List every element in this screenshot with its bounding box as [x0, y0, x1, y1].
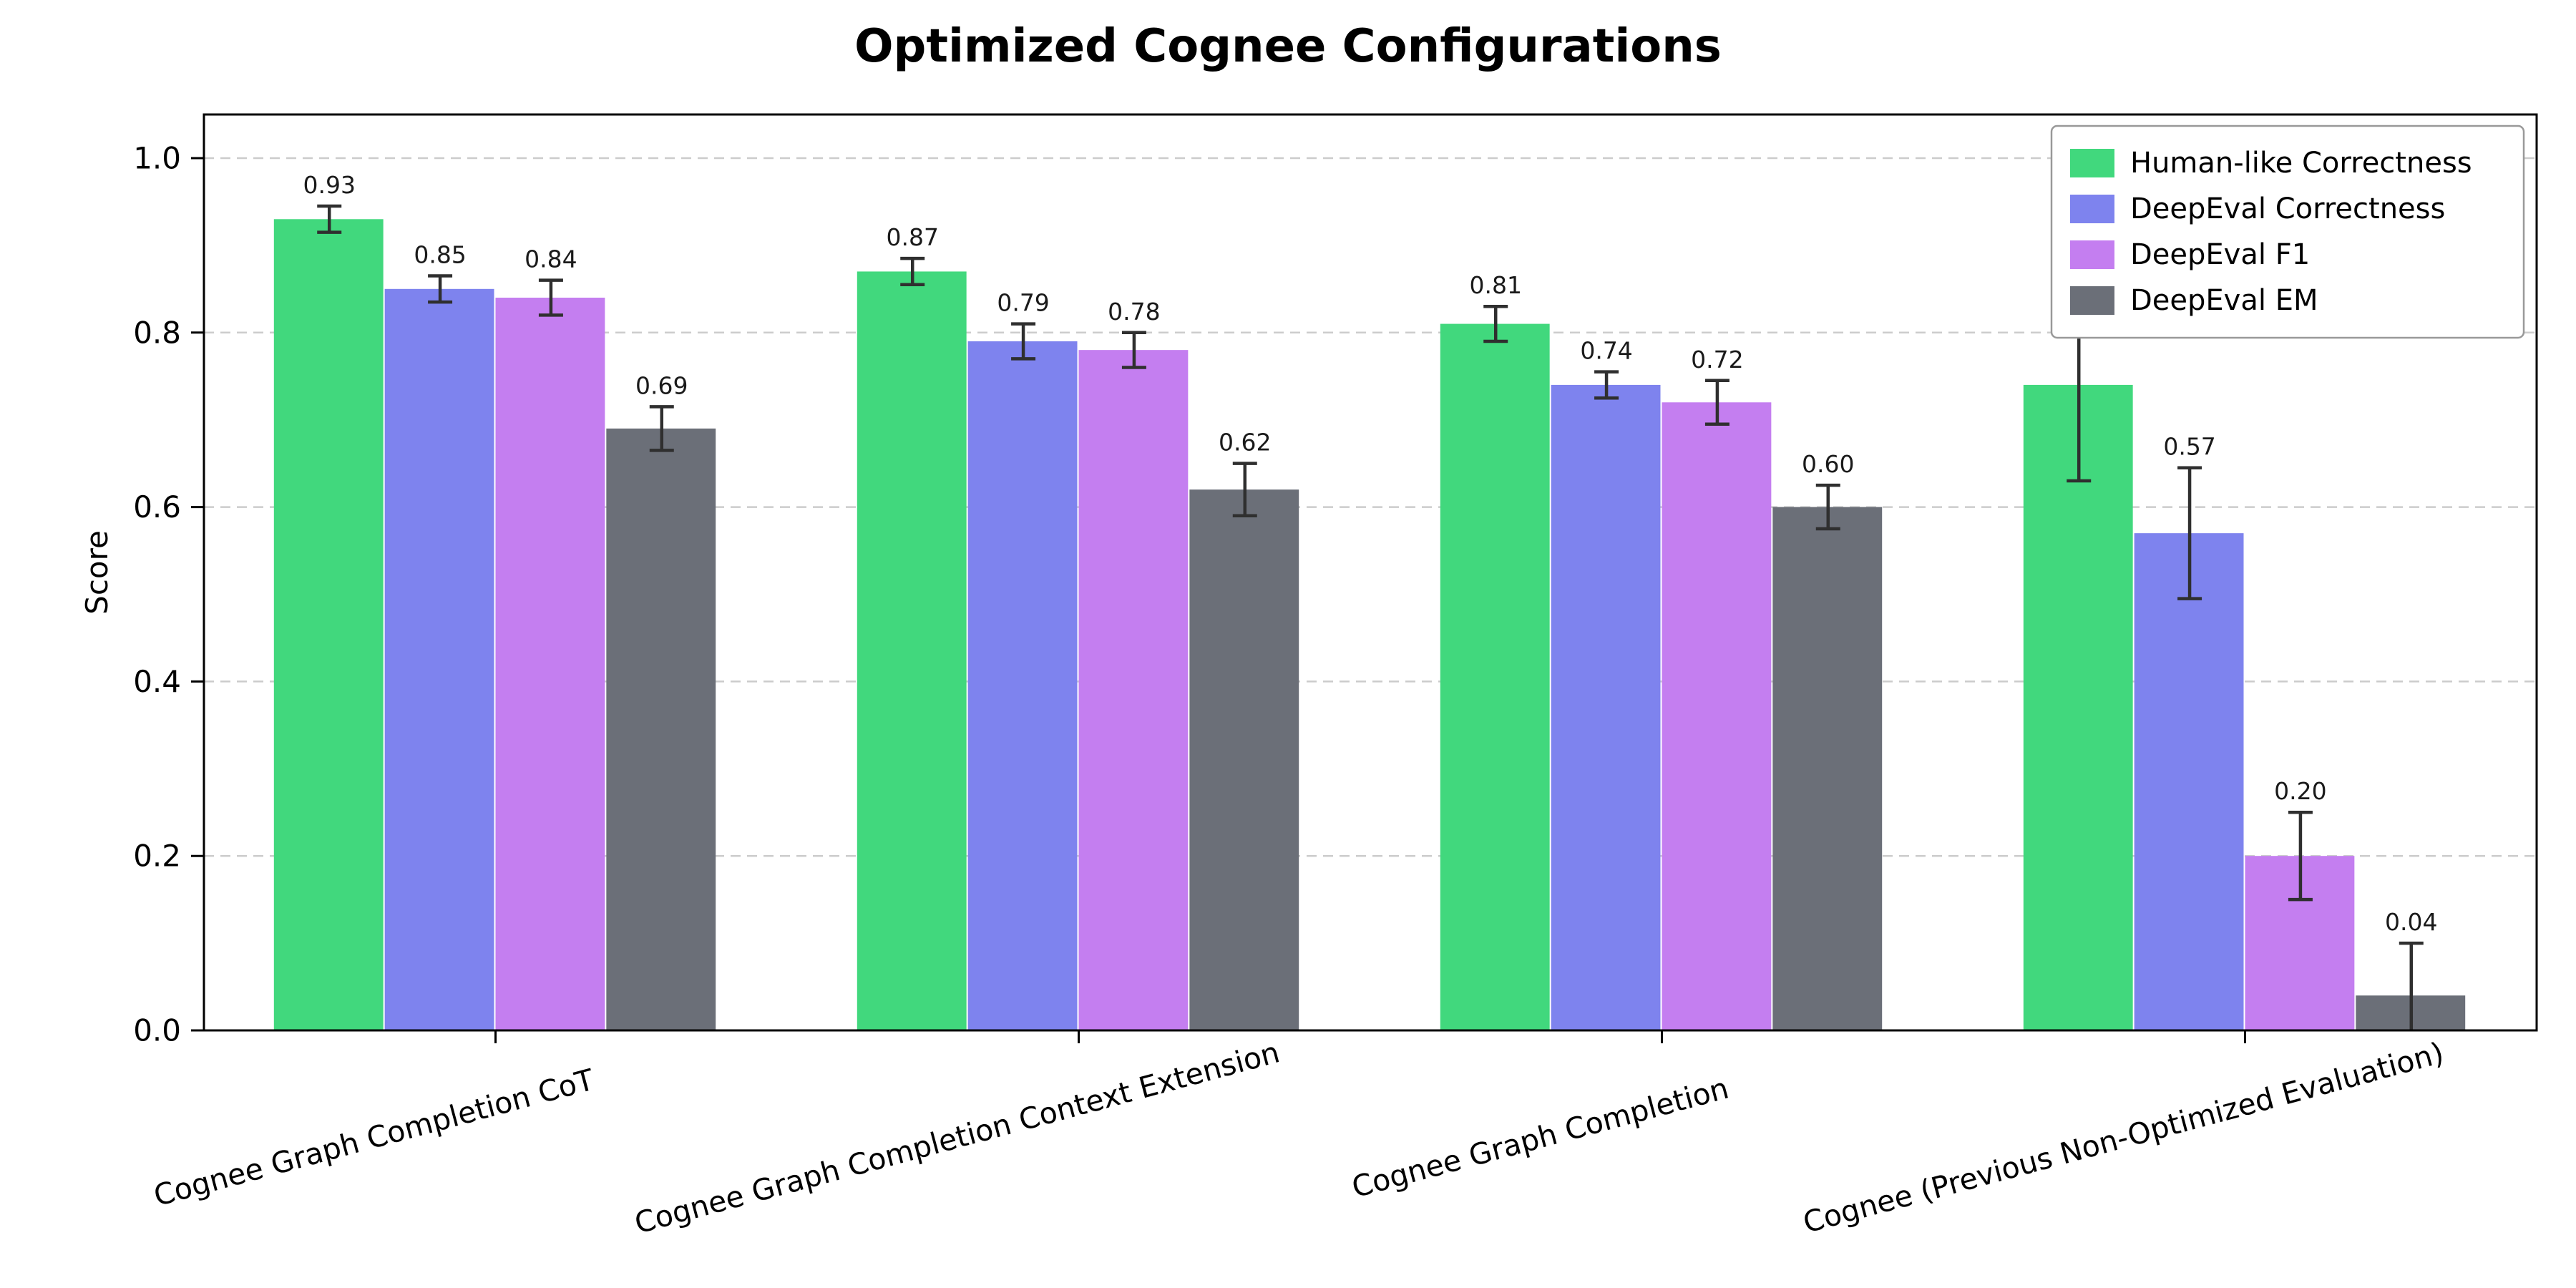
- x-tick-label: Cognee Graph Completion: [1348, 1071, 1732, 1205]
- y-axis: 0.0 0.2 0.4 0.6 0.8 1.0: [133, 140, 204, 1048]
- y-tick-label: 0.4: [133, 664, 181, 699]
- error-bars: [317, 204, 2424, 1030]
- y-tick-label: 0.0: [133, 1013, 181, 1048]
- value-label: 0.72: [1691, 346, 1743, 374]
- legend-label: DeepEval Correctness: [2130, 192, 2445, 225]
- legend-swatch: [2070, 240, 2114, 269]
- legend-swatch: [2070, 286, 2114, 315]
- value-label: 0.57: [2163, 433, 2215, 461]
- value-label: 0.69: [635, 371, 688, 399]
- value-label: 0.87: [886, 223, 938, 251]
- legend: Human-like Correctness DeepEval Correctne…: [2050, 125, 2525, 339]
- value-label: 0.81: [1469, 271, 1521, 299]
- y-tick-label: 0.8: [133, 315, 181, 350]
- y-tick-label: 0.2: [133, 839, 181, 874]
- chart-title: Optimized Cognee Configurations: [854, 20, 1722, 73]
- value-label: 0.60: [1802, 450, 1854, 478]
- value-label: 0.78: [1108, 298, 1160, 326]
- bar: [2023, 384, 2133, 1030]
- bar: [1551, 384, 1661, 1030]
- x-tick-label: Cognee (Previous Non-Optimized Evaluatio…: [1800, 1035, 2447, 1240]
- value-label: 0.79: [997, 289, 1049, 317]
- legend-swatch: [2070, 195, 2114, 223]
- bar: [2134, 533, 2244, 1030]
- bar: [1189, 489, 1299, 1030]
- bar: [606, 428, 716, 1030]
- bar: [967, 341, 1078, 1030]
- bar: [857, 271, 967, 1030]
- bar: [1440, 323, 1550, 1031]
- legend-box: [2050, 125, 2525, 339]
- legend-label: Human-like Correctness: [2130, 147, 2472, 180]
- legend-swatch: [2070, 149, 2114, 177]
- y-axis-label: Score: [79, 530, 114, 615]
- bar: [273, 219, 384, 1031]
- x-axis: Cognee Graph Completion CoT Cognee Graph …: [150, 1030, 2447, 1241]
- bar: [1662, 402, 1772, 1030]
- value-label: 0.93: [303, 171, 355, 199]
- legend-label: DeepEval EM: [2130, 284, 2318, 317]
- y-tick-label: 0.6: [133, 489, 181, 525]
- value-label: 0.62: [1219, 429, 1271, 457]
- value-label: 0.20: [2274, 777, 2326, 805]
- value-label: 0.04: [2385, 908, 2437, 936]
- bar: [1772, 507, 1883, 1030]
- bars: [273, 219, 2466, 1031]
- x-tick-label: Cognee Graph Completion Context Extensio…: [631, 1035, 1284, 1240]
- value-label: 0.84: [525, 245, 577, 273]
- bar: [495, 298, 605, 1030]
- value-labels: 0.93 0.85 0.84 0.69 0.87 0.79 0.78 0.62 0.81 0.74…: [303, 171, 2437, 936]
- value-label: 0.74: [1580, 337, 1632, 365]
- axis-frame: [203, 113, 2538, 1032]
- x-tick-label: Cognee Graph Completion CoT: [150, 1062, 598, 1213]
- bar: [1078, 350, 1189, 1031]
- legend-label: DeepEval F1: [2130, 238, 2310, 271]
- y-tick-label: 1.0: [133, 140, 181, 175]
- bar: [384, 288, 494, 1030]
- value-label: 0.85: [414, 241, 466, 269]
